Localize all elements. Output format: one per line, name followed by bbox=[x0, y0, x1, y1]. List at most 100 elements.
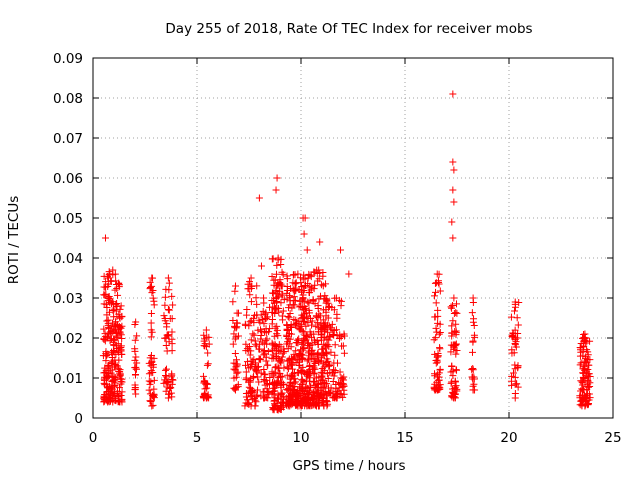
data-point bbox=[231, 282, 239, 290]
data-point bbox=[132, 353, 140, 361]
data-point bbox=[104, 316, 112, 324]
data-point bbox=[336, 368, 344, 376]
data-point bbox=[287, 323, 295, 331]
data-point bbox=[447, 303, 455, 311]
y-tick-label: 0.08 bbox=[53, 91, 83, 107]
data-point bbox=[278, 399, 286, 407]
data-point bbox=[255, 378, 263, 386]
data-point bbox=[286, 386, 294, 394]
data-point bbox=[315, 381, 323, 389]
data-point bbox=[313, 319, 321, 327]
data-point bbox=[167, 373, 175, 381]
data-point bbox=[285, 314, 293, 322]
y-tick-labels: 0 0.01 0.02 0.03 0.04 0.05 0.06 0.07 0.08 0.09 bbox=[53, 51, 83, 427]
data-point bbox=[514, 329, 522, 337]
data-point bbox=[104, 297, 112, 305]
data-point bbox=[433, 384, 441, 392]
data-point bbox=[292, 279, 300, 287]
data-point bbox=[254, 326, 262, 334]
data-point bbox=[435, 376, 443, 384]
data-point bbox=[112, 361, 120, 369]
data-point bbox=[272, 363, 280, 371]
data-point bbox=[131, 364, 139, 372]
data-point bbox=[131, 336, 139, 344]
data-point bbox=[229, 317, 237, 325]
data-point bbox=[302, 282, 310, 290]
data-point bbox=[257, 311, 265, 319]
data-point bbox=[294, 387, 302, 395]
data-point bbox=[286, 294, 294, 302]
data-point bbox=[102, 278, 110, 286]
data-point bbox=[294, 402, 302, 410]
data-point bbox=[268, 272, 276, 280]
data-point bbox=[299, 275, 307, 283]
data-point bbox=[514, 321, 522, 329]
data-point bbox=[255, 355, 263, 363]
data-point bbox=[284, 335, 292, 343]
data-point bbox=[245, 278, 253, 286]
data-point bbox=[311, 281, 319, 289]
data-point bbox=[270, 372, 278, 380]
data-point bbox=[149, 393, 157, 401]
data-point bbox=[304, 319, 312, 327]
data-point bbox=[305, 355, 313, 363]
data-point bbox=[273, 174, 281, 182]
data-point bbox=[271, 340, 279, 348]
data-point bbox=[242, 361, 250, 369]
data-point bbox=[303, 246, 311, 254]
data-point bbox=[314, 395, 322, 403]
data-point bbox=[319, 282, 327, 290]
data-point bbox=[469, 337, 477, 345]
data-point bbox=[307, 286, 315, 294]
data-point bbox=[250, 355, 258, 363]
data-point bbox=[257, 335, 265, 343]
data-point bbox=[511, 335, 519, 343]
data-point bbox=[579, 369, 587, 377]
data-point bbox=[325, 322, 333, 330]
data-point bbox=[246, 351, 254, 359]
data-point bbox=[330, 331, 338, 339]
data-point bbox=[333, 314, 341, 322]
data-point bbox=[166, 314, 174, 322]
data-point bbox=[132, 390, 140, 398]
data-point bbox=[145, 359, 153, 367]
data-point bbox=[255, 316, 263, 324]
x-tick-label: 15 bbox=[396, 430, 413, 446]
data-point bbox=[279, 380, 287, 388]
data-point bbox=[262, 376, 270, 384]
data-point bbox=[271, 332, 279, 340]
data-point bbox=[117, 346, 125, 354]
data-point bbox=[231, 322, 239, 330]
data-point bbox=[232, 363, 240, 371]
data-point bbox=[318, 330, 326, 338]
data-point bbox=[511, 361, 519, 369]
data-point bbox=[448, 218, 456, 226]
data-point bbox=[199, 372, 207, 380]
data-point bbox=[436, 366, 444, 374]
data-point bbox=[292, 392, 300, 400]
data-point bbox=[260, 340, 268, 348]
data-point bbox=[432, 324, 440, 332]
data-point bbox=[448, 329, 456, 337]
data-point bbox=[113, 329, 121, 337]
data-point bbox=[148, 274, 156, 282]
data-point bbox=[284, 286, 292, 294]
data-point bbox=[303, 357, 311, 365]
data-point bbox=[145, 377, 153, 385]
data-point bbox=[165, 338, 173, 346]
data-point bbox=[280, 398, 288, 406]
data-point bbox=[435, 369, 443, 377]
data-point bbox=[260, 370, 268, 378]
data-point bbox=[116, 328, 124, 336]
data-point bbox=[233, 309, 241, 317]
data-point bbox=[115, 384, 123, 392]
data-point bbox=[302, 322, 310, 330]
data-point bbox=[335, 335, 343, 343]
data-point bbox=[146, 380, 154, 388]
data-point bbox=[107, 359, 115, 367]
data-point bbox=[104, 364, 112, 372]
data-point bbox=[116, 314, 124, 322]
data-point bbox=[102, 350, 110, 358]
data-point bbox=[578, 378, 586, 386]
data-point bbox=[288, 304, 296, 312]
